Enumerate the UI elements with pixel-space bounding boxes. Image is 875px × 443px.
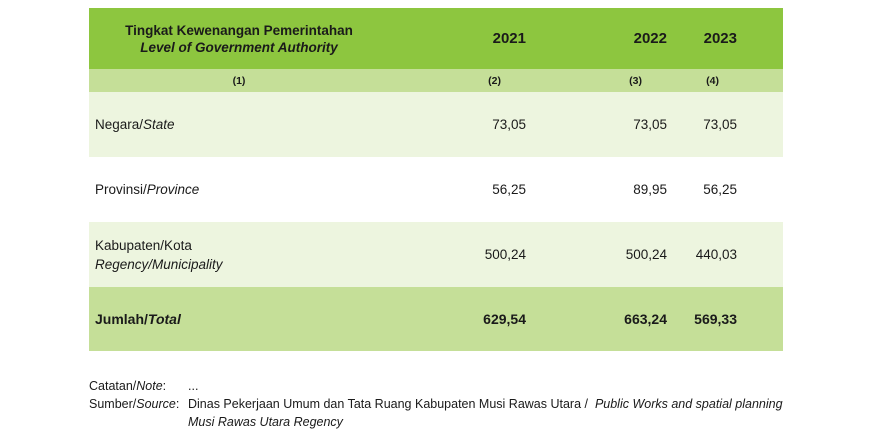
- cell-2022: 89,95: [633, 182, 667, 197]
- cell-2022: 73,05: [633, 117, 667, 132]
- row-label-id: Kabupaten/Kota: [95, 237, 192, 253]
- source-value-en: Public Works and spatial planning Musi R…: [188, 397, 783, 429]
- total-label-en: Total: [147, 311, 181, 327]
- cell-2021: 56,25: [492, 182, 526, 197]
- source-value-id: Dinas Pekerjaan Umum dan Tata Ruang Kabu…: [188, 397, 588, 411]
- row-label-id: Negara/: [95, 117, 144, 132]
- table-row: Negara/State 73,05 73,05 73,05: [89, 92, 783, 157]
- source-key-en: Source: [136, 397, 176, 411]
- table-notes: Catatan/Note: ... Sumber/Source: Dinas P…: [89, 377, 849, 431]
- source-key: Sumber/Source:: [89, 395, 188, 431]
- header-year-2021: 2021: [492, 30, 526, 47]
- total-label-id: Jumlah/: [95, 311, 148, 327]
- total-2023: 569,33: [694, 311, 737, 327]
- note-value: ...: [188, 379, 199, 393]
- header-label-en: Level of Government Authority: [140, 39, 338, 55]
- cell-2023: 56,25: [703, 182, 737, 197]
- total-2022: 663,24: [624, 311, 667, 327]
- note-colon: :: [162, 379, 167, 393]
- row-label-en: State: [143, 117, 175, 132]
- table-row: Kabupaten/Kota Regency/Municipality 500,…: [89, 222, 783, 287]
- col-number-2: (2): [488, 74, 501, 87]
- row-label-en: Province: [146, 182, 200, 197]
- cell-2023: 440,03: [695, 247, 737, 262]
- source-colon: :: [175, 397, 180, 411]
- table-row: Provinsi/Province 56,25 89,95 56,25: [89, 157, 783, 222]
- row-label: Provinsi/Province: [89, 182, 389, 197]
- total-label: Jumlah/Total: [89, 311, 389, 327]
- cell-2021: 500,24: [484, 247, 526, 262]
- header-year-2022: 2022: [633, 30, 667, 47]
- road-length-table: Tingkat Kewenangan Pemerintahan Level of…: [89, 8, 783, 351]
- cell-2021: 73,05: [492, 117, 526, 132]
- cell-2022: 500,24: [625, 247, 667, 262]
- source-key-id: Sumber/: [89, 397, 137, 411]
- row-label: Negara/State: [89, 117, 389, 132]
- note-line: Catatan/Note: ...: [89, 377, 849, 395]
- note-key: Catatan/Note:: [89, 377, 188, 395]
- column-number-row: (1) (2) (3) (4): [89, 69, 783, 92]
- col-number-3: (3): [629, 74, 642, 87]
- header-authority-level: Tingkat Kewenangan Pemerintahan Level of…: [89, 22, 389, 56]
- note-key-id: Catatan/: [89, 379, 137, 393]
- col-number-4: (4): [706, 74, 719, 87]
- cell-2023: 73,05: [703, 117, 737, 132]
- total-row: Jumlah/Total 629,54 663,24 569,33: [89, 287, 783, 351]
- header-year-2023: 2023: [703, 30, 737, 47]
- row-label-en: Regency/Municipality: [95, 256, 223, 272]
- row-label-id: Provinsi/: [95, 182, 147, 197]
- total-2021: 629,54: [483, 311, 526, 327]
- note-key-en: Note: [136, 379, 163, 393]
- col-number-1: (1): [232, 74, 246, 87]
- header-label-id: Tingkat Kewenangan Pemerintahan: [125, 22, 353, 38]
- table-header: Tingkat Kewenangan Pemerintahan Level of…: [89, 8, 783, 69]
- source-value: Dinas Pekerjaan Umum dan Tata Ruang Kabu…: [188, 395, 788, 431]
- row-label: Kabupaten/Kota Regency/Municipality: [89, 236, 389, 274]
- source-line: Sumber/Source: Dinas Pekerjaan Umum dan …: [89, 395, 849, 431]
